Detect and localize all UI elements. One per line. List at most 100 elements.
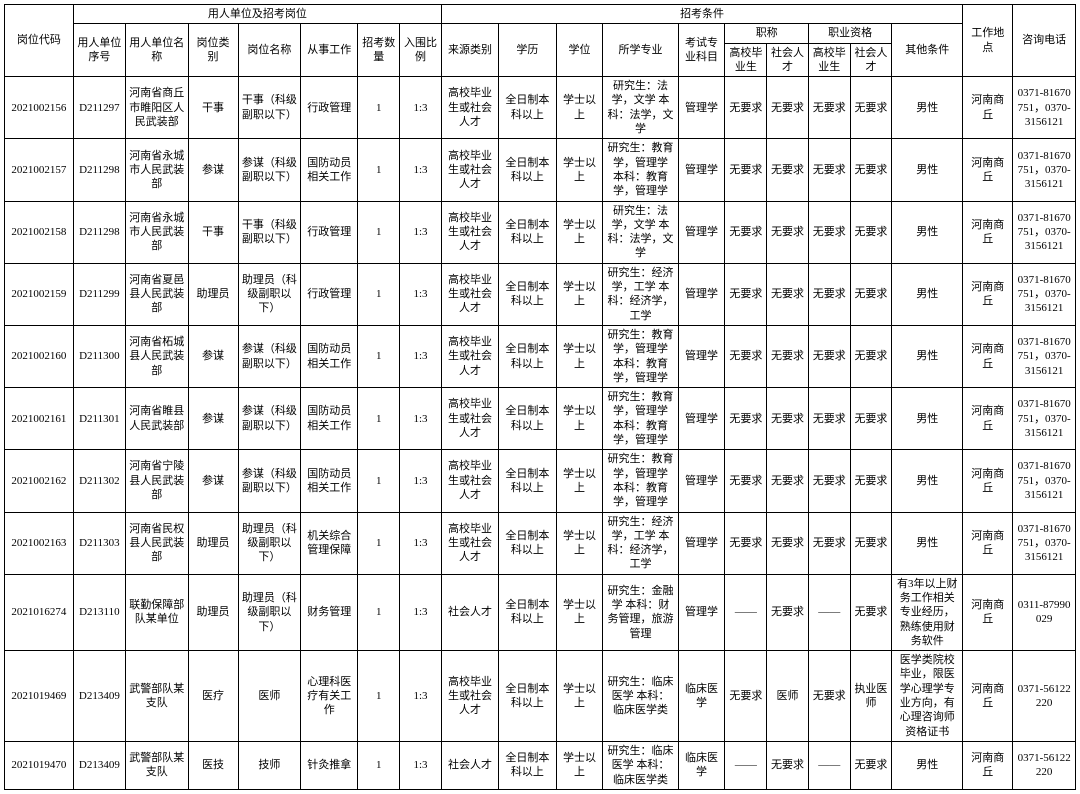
cell-exam: 管理学 <box>678 201 725 263</box>
cell-code: 2021002162 <box>5 450 74 512</box>
cell-ratio: 1:3 <box>400 325 442 387</box>
cell-work: 国防动员相关工作 <box>301 325 358 387</box>
cell-ptype: 参谋 <box>188 450 238 512</box>
cell-zy1: 无要求 <box>808 512 850 574</box>
cell-zc2: 无要求 <box>767 263 809 325</box>
cell-tel: 0371-81670751，0370-3156121 <box>1013 325 1076 387</box>
table-header: 岗位代码 用人单位及招考岗位 招考条件 工作地点 咨询电话 用人单位序号 用人单… <box>5 5 1076 77</box>
cell-ptype: 参谋 <box>188 388 238 450</box>
cell-zy2: 无要求 <box>850 512 892 574</box>
cell-zy2: 无要求 <box>850 139 892 201</box>
cell-src: 高校毕业生或社会人才 <box>441 201 498 263</box>
th-major: 所学专业 <box>603 24 678 77</box>
cell-zy2: 无要求 <box>850 263 892 325</box>
cell-work: 财务管理 <box>301 574 358 650</box>
cell-zc1: 无要求 <box>725 263 767 325</box>
cell-num: 1 <box>358 201 400 263</box>
th-unit: 用人单位名称 <box>125 24 188 77</box>
cell-seq: D211302 <box>73 450 125 512</box>
cell-zy2: 无要求 <box>850 388 892 450</box>
cell-loc: 河南商丘 <box>963 741 1013 789</box>
cell-other: 男性 <box>892 741 963 789</box>
recruitment-table: 岗位代码 用人单位及招考岗位 招考条件 工作地点 咨询电话 用人单位序号 用人单… <box>4 4 1076 790</box>
cell-work: 行政管理 <box>301 201 358 263</box>
table-row: 2021019470D213409武警部队某支队医技技师针灸推拿11:3社会人才… <box>5 741 1076 789</box>
cell-tel: 0371-81670751，0370-3156121 <box>1013 77 1076 139</box>
cell-loc: 河南商丘 <box>963 263 1013 325</box>
cell-num: 1 <box>358 139 400 201</box>
cell-code: 2021002163 <box>5 512 74 574</box>
cell-zy1: —— <box>808 741 850 789</box>
cell-zy1: 无要求 <box>808 325 850 387</box>
cell-deg: 学士以上 <box>556 450 603 512</box>
th-zy-sh: 社会人才 <box>850 43 892 77</box>
cell-edu: 全日制本科以上 <box>499 139 556 201</box>
cell-zy2: 无要求 <box>850 201 892 263</box>
cell-exam: 临床医学 <box>678 651 725 742</box>
cell-major: 研究生：法学，文学 本科：法学，文学 <box>603 77 678 139</box>
cell-other: 有3年以上财务工作相关专业经历，熟练使用财务软件 <box>892 574 963 650</box>
table-row: 2021002157D211298河南省永城市人民武装部参谋参谋（科级副职以下）… <box>5 139 1076 201</box>
th-code: 岗位代码 <box>5 5 74 77</box>
table-row: 2021002158D211298河南省永城市人民武装部干事干事（科级副职以下）… <box>5 201 1076 263</box>
cell-seq: D213409 <box>73 741 125 789</box>
cell-ratio: 1:3 <box>400 512 442 574</box>
cell-ratio: 1:3 <box>400 450 442 512</box>
cell-other: 男性 <box>892 201 963 263</box>
cell-loc: 河南商丘 <box>963 139 1013 201</box>
cell-zc2: 无要求 <box>767 201 809 263</box>
th-work: 从事工作 <box>301 24 358 77</box>
cell-zc2: 无要求 <box>767 388 809 450</box>
cell-src: 高校毕业生或社会人才 <box>441 512 498 574</box>
th-group-unit: 用人单位及招考岗位 <box>73 5 441 24</box>
cell-unit: 河南省民权县人民武装部 <box>125 512 188 574</box>
cell-ptype: 参谋 <box>188 139 238 201</box>
cell-code: 2021002161 <box>5 388 74 450</box>
cell-code: 2021019470 <box>5 741 74 789</box>
cell-zc2: 无要求 <box>767 139 809 201</box>
cell-other: 男性 <box>892 388 963 450</box>
cell-ptype: 干事 <box>188 77 238 139</box>
table-row: 2021002161D211301河南省睢县人民武装部参谋参谋（科级副职以下）国… <box>5 388 1076 450</box>
cell-edu: 全日制本科以上 <box>499 263 556 325</box>
cell-loc: 河南商丘 <box>963 512 1013 574</box>
cell-exam: 管理学 <box>678 450 725 512</box>
cell-num: 1 <box>358 77 400 139</box>
cell-src: 高校毕业生或社会人才 <box>441 388 498 450</box>
cell-other: 男性 <box>892 512 963 574</box>
cell-major: 研究生：教育学，管理学 本科：教育学，管理学 <box>603 325 678 387</box>
cell-deg: 学士以上 <box>556 201 603 263</box>
table-body: 2021002156D211297河南省商丘市睢阳区人民武装部干事干事（科级副职… <box>5 77 1076 790</box>
cell-num: 1 <box>358 263 400 325</box>
cell-zc1: —— <box>725 574 767 650</box>
cell-src: 高校毕业生或社会人才 <box>441 651 498 742</box>
cell-src: 高校毕业生或社会人才 <box>441 139 498 201</box>
th-num: 招考数量 <box>358 24 400 77</box>
th-zc-group: 职称 <box>725 24 808 43</box>
cell-num: 1 <box>358 388 400 450</box>
table-row: 2021002160D211300河南省柘城县人民武装部参谋参谋（科级副职以下）… <box>5 325 1076 387</box>
cell-exam: 临床医学 <box>678 741 725 789</box>
cell-code: 2021002160 <box>5 325 74 387</box>
cell-ratio: 1:3 <box>400 741 442 789</box>
cell-deg: 学士以上 <box>556 77 603 139</box>
cell-exam: 管理学 <box>678 574 725 650</box>
cell-zc1: 无要求 <box>725 388 767 450</box>
cell-major: 研究生：经济学，工学 本科：经济学，工学 <box>603 512 678 574</box>
cell-major: 研究生：教育学，管理学 本科：教育学，管理学 <box>603 388 678 450</box>
table-row: 2021002156D211297河南省商丘市睢阳区人民武装部干事干事（科级副职… <box>5 77 1076 139</box>
cell-unit: 河南省商丘市睢阳区人民武装部 <box>125 77 188 139</box>
cell-ptype: 助理员 <box>188 574 238 650</box>
cell-edu: 全日制本科以上 <box>499 388 556 450</box>
cell-other: 男性 <box>892 325 963 387</box>
cell-unit: 河南省柘城县人民武装部 <box>125 325 188 387</box>
cell-src: 社会人才 <box>441 574 498 650</box>
cell-ratio: 1:3 <box>400 201 442 263</box>
cell-zy1: 无要求 <box>808 201 850 263</box>
cell-major: 研究生：教育学，管理学 本科：教育学，管理学 <box>603 450 678 512</box>
cell-major: 研究生：法学，文学 本科：法学，文学 <box>603 201 678 263</box>
th-tel: 咨询电话 <box>1013 5 1076 77</box>
cell-seq: D211298 <box>73 201 125 263</box>
cell-zc1: 无要求 <box>725 450 767 512</box>
cell-zy1: —— <box>808 574 850 650</box>
